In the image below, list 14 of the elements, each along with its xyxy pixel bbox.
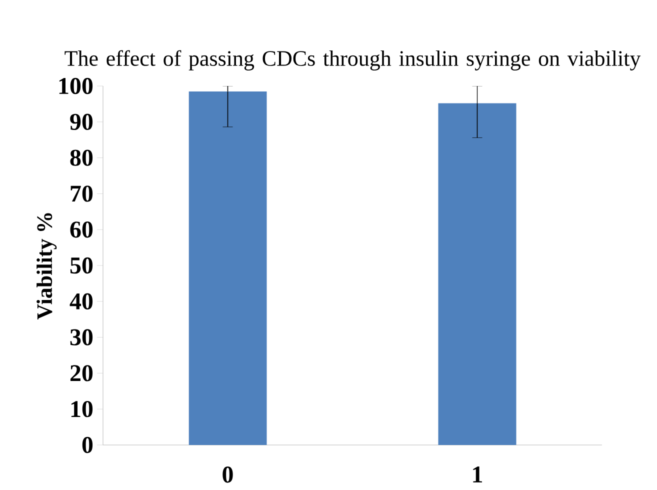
y-tick-label: 50 [70, 257, 93, 274]
y-tick-label: 40 [70, 293, 93, 310]
y-tick-label: 30 [70, 329, 93, 346]
y-axis-title: Viability % [36, 213, 57, 320]
y-tick-label: 0 [82, 436, 93, 454]
x-tick-label: 1 [473, 466, 482, 482]
y-tick-label: 70 [70, 186, 93, 202]
y-tick-label: 80 [70, 150, 93, 166]
y-tick-label: 10 [71, 400, 93, 418]
y-tick-label: 90 [70, 114, 93, 130]
y-tick-label: 60 [70, 221, 93, 238]
chart-title: The effect of passing CDCs through insulin syringe on viability [64, 50, 641, 70]
y-tick-label: 100 [59, 78, 93, 94]
y-tick-label: 20 [70, 365, 93, 382]
